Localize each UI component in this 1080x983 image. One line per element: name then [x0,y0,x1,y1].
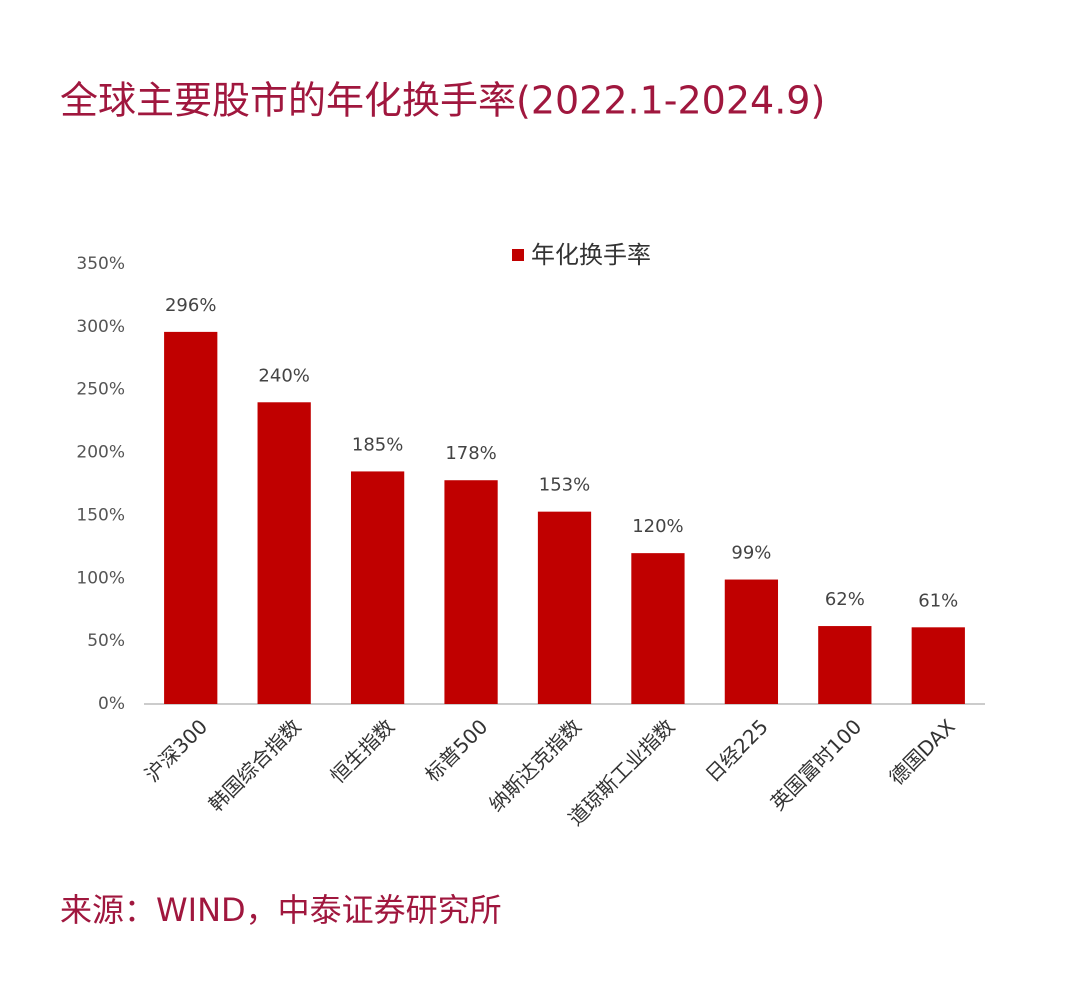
bar [724,579,779,704]
bar [537,511,592,704]
value-label: 62% [825,589,865,610]
bar [444,480,498,704]
value-label: 153% [539,475,590,496]
y-tick-label: 350% [76,254,125,274]
x-tick-label: 沪深300 [140,714,212,786]
value-label: 99% [731,543,771,564]
y-tick-label: 50% [87,631,125,651]
x-tick-label: 日经225 [701,714,773,786]
chart-title: 全球主要股市的年化换手率(2022.1-2024.9) [60,79,825,123]
value-label: 178% [445,443,496,464]
bar [257,402,311,704]
y-tick-label: 250% [76,380,125,400]
bar [350,471,405,704]
x-tick-label: 纳斯达克指数 [484,714,586,816]
value-label: 185% [352,434,403,455]
x-tick-label: 韩国综合指数 [204,714,306,816]
value-label: 296% [165,295,216,316]
source-note: 来源：WIND，中泰证券研究所 [60,891,502,929]
x-tick-label: 德国DAX [884,714,959,789]
bar [818,626,872,704]
y-tick-label: 300% [76,317,125,337]
legend-label: 年化换手率 [531,241,651,269]
value-label: 61% [918,590,958,611]
x-tick-label: 恒生指数 [325,714,399,788]
x-tick-label: 标普500 [420,714,492,786]
bar [631,553,685,704]
y-tick-label: 200% [76,443,125,463]
bar [911,627,965,704]
y-tick-label: 0% [98,694,125,714]
value-label: 240% [258,365,309,386]
x-tick-label: 英国富时100 [766,714,867,815]
bar [164,331,218,704]
legend-swatch [512,249,524,261]
y-tick-label: 100% [76,568,125,588]
value-label: 120% [632,516,683,537]
y-tick-label: 150% [76,505,125,525]
